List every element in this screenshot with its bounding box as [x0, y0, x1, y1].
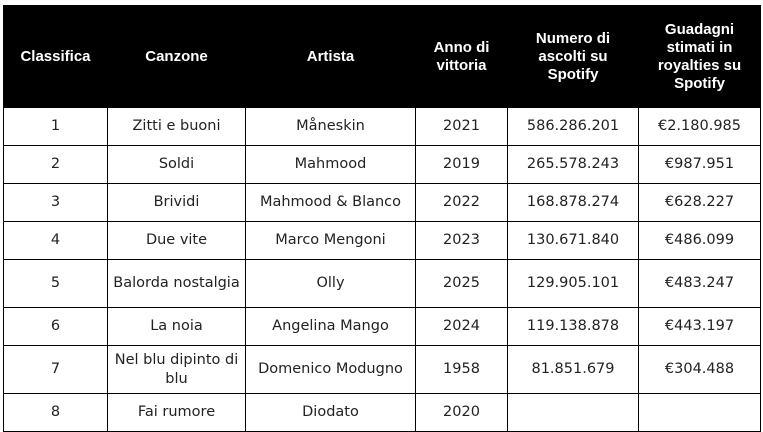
table-cell: 7: [3, 345, 108, 394]
table-cell: Olly: [245, 259, 416, 308]
table-cell: Mahmood: [245, 145, 416, 184]
table-cell: €628.227: [638, 183, 761, 222]
table-cell: Brividi: [107, 183, 246, 222]
table-cell: Diodato: [245, 393, 416, 432]
table-cell: Fai rumore: [107, 393, 246, 432]
table-cell: €2.180.985: [638, 107, 761, 146]
header-cell: Artista: [245, 5, 416, 108]
header-cell: Canzone: [107, 5, 246, 108]
table-cell: La noia: [107, 307, 246, 346]
table-cell: Mahmood & Blanco: [245, 183, 416, 222]
table-cell: Due vite: [107, 221, 246, 260]
table-cell: 129.905.101: [507, 259, 639, 308]
table-cell: 2: [3, 145, 108, 184]
table-container: Classifica Canzone Artista Anno di vittoria…: [3, 5, 761, 432]
table-cell: 119.138.878: [507, 307, 639, 346]
table-cell: 2022: [415, 183, 508, 222]
table-cell: 2019: [415, 145, 508, 184]
header-cell: Guadagni stimati in royalties su Spotify: [638, 5, 761, 108]
table-cell: €443.197: [638, 307, 761, 346]
table-cell: €304.488: [638, 345, 761, 394]
table-cell: 8: [3, 393, 108, 432]
table-row: 7 Nel blu dipinto di blu Domenico Modugno 1…: [3, 345, 761, 394]
header-cell: Anno di vittoria: [415, 5, 508, 108]
table-cell: Marco Mengoni: [245, 221, 416, 260]
table-body: 1 Zitti e buoni Måneskin 2021 586.286.201 €2.…: [3, 107, 761, 432]
table-row: 8 Fai rumore Diodato 2020: [3, 393, 761, 432]
table-cell: 2020: [415, 393, 508, 432]
table-row: 1 Zitti e buoni Måneskin 2021 586.286.201 €2.…: [3, 107, 761, 146]
table-cell: 5: [3, 259, 108, 308]
table-cell: 3: [3, 183, 108, 222]
table-cell: 4: [3, 221, 108, 260]
table-cell: €987.951: [638, 145, 761, 184]
header-cell: Classifica: [3, 5, 108, 108]
header-row: Classifica Canzone Artista Anno di vittoria…: [3, 5, 761, 108]
table-cell: €486.099: [638, 221, 761, 260]
table-cell: 2021: [415, 107, 508, 146]
empty-cell: [638, 393, 761, 432]
table-row: 5 Balorda nostalgia Olly 2025 129.905.101 €48…: [3, 259, 761, 308]
table-cell: 1: [3, 107, 108, 146]
table-cell: 2023: [415, 221, 508, 260]
table-cell: 81.851.679: [507, 345, 639, 394]
table-cell: Soldi: [107, 145, 246, 184]
table-cell: Domenico Modugno: [245, 345, 416, 394]
table-cell: 586.286.201: [507, 107, 639, 146]
table-cell: Zitti e buoni: [107, 107, 246, 146]
table-cell: 6: [3, 307, 108, 346]
empty-cell: [507, 393, 639, 432]
table-cell: €483.247: [638, 259, 761, 308]
ranking-table: Classifica Canzone Artista Anno di vittoria…: [3, 5, 761, 432]
table-cell: 265.578.243: [507, 145, 639, 184]
table-cell: Balorda nostalgia: [107, 259, 246, 308]
table-row: 3 Brividi Mahmood & Blanco 2022 168.878.274 €…: [3, 183, 761, 222]
table-cell: 1958: [415, 345, 508, 394]
table-cell: 2025: [415, 259, 508, 308]
header-cell: Numero di ascolti su Spotify: [507, 5, 639, 108]
table-cell: 168.878.274: [507, 183, 639, 222]
table-cell: 2024: [415, 307, 508, 346]
table-cell: 130.671.840: [507, 221, 639, 260]
table-row: 2 Soldi Mahmood 2019 265.578.243 €987.951: [3, 145, 761, 184]
table-row: 4 Due vite Marco Mengoni 2023 130.671.840 €48…: [3, 221, 761, 260]
table-cell: Nel blu dipinto di blu: [107, 345, 246, 394]
table-cell: Angelina Mango: [245, 307, 416, 346]
table-row: 6 La noia Angelina Mango 2024 119.138.878 €44…: [3, 307, 761, 346]
table-cell: Måneskin: [245, 107, 416, 146]
